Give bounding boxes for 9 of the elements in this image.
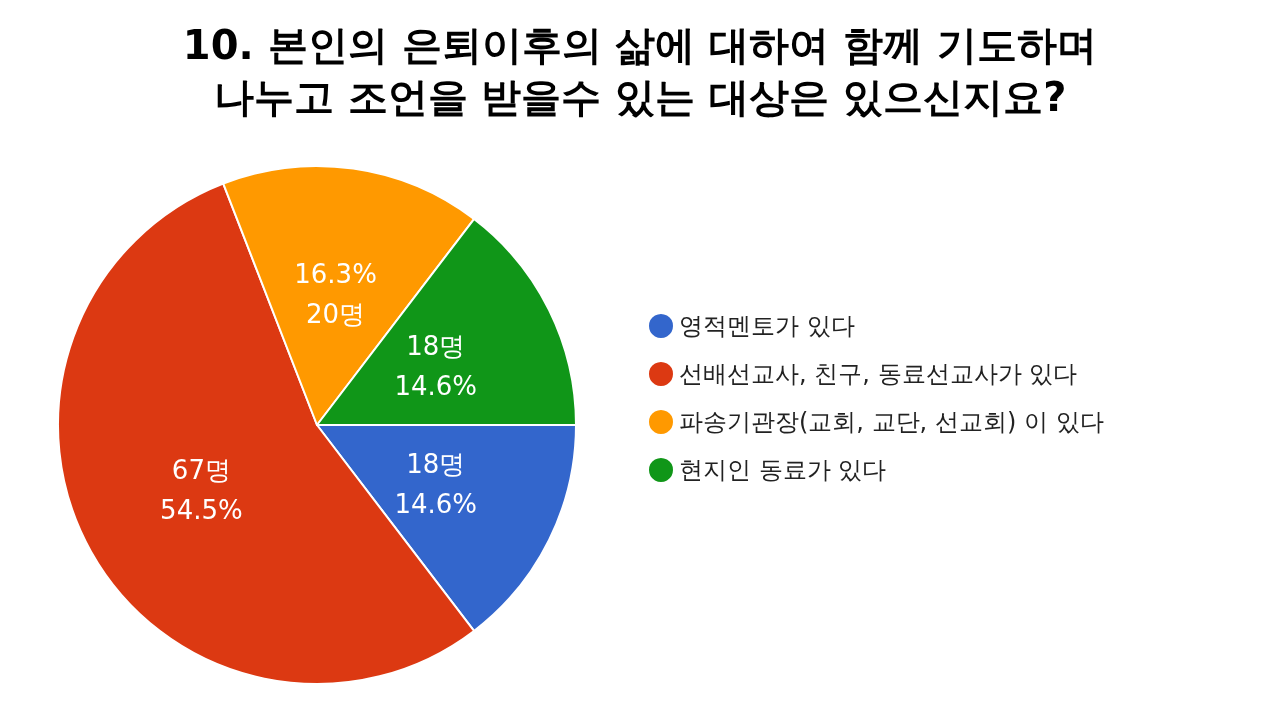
chart-title: 10. 본인의 은퇴이후의 삶에 대하여 함께 기도하며 나누고 조언을 받을수 있는 대상은 있으신지요? — [182, 22, 1098, 120]
legend-label: 영적멘토가 있다 — [679, 312, 855, 340]
data-label: 67명 54.5% — [160, 454, 243, 525]
legend-label: 선배선교사, 친구, 동료선교사가 있다 — [679, 360, 1078, 388]
legend-label: 파송기관장(교회, 교단, 선교회) 이 있다 — [679, 408, 1104, 436]
data-label: 18명 14.6% — [394, 331, 478, 402]
data-label: 18명 14.6% — [394, 448, 478, 519]
legend-label: 현지인 동료가 있다 — [679, 456, 887, 484]
data-label: 16.3% 20명 — [294, 258, 377, 329]
